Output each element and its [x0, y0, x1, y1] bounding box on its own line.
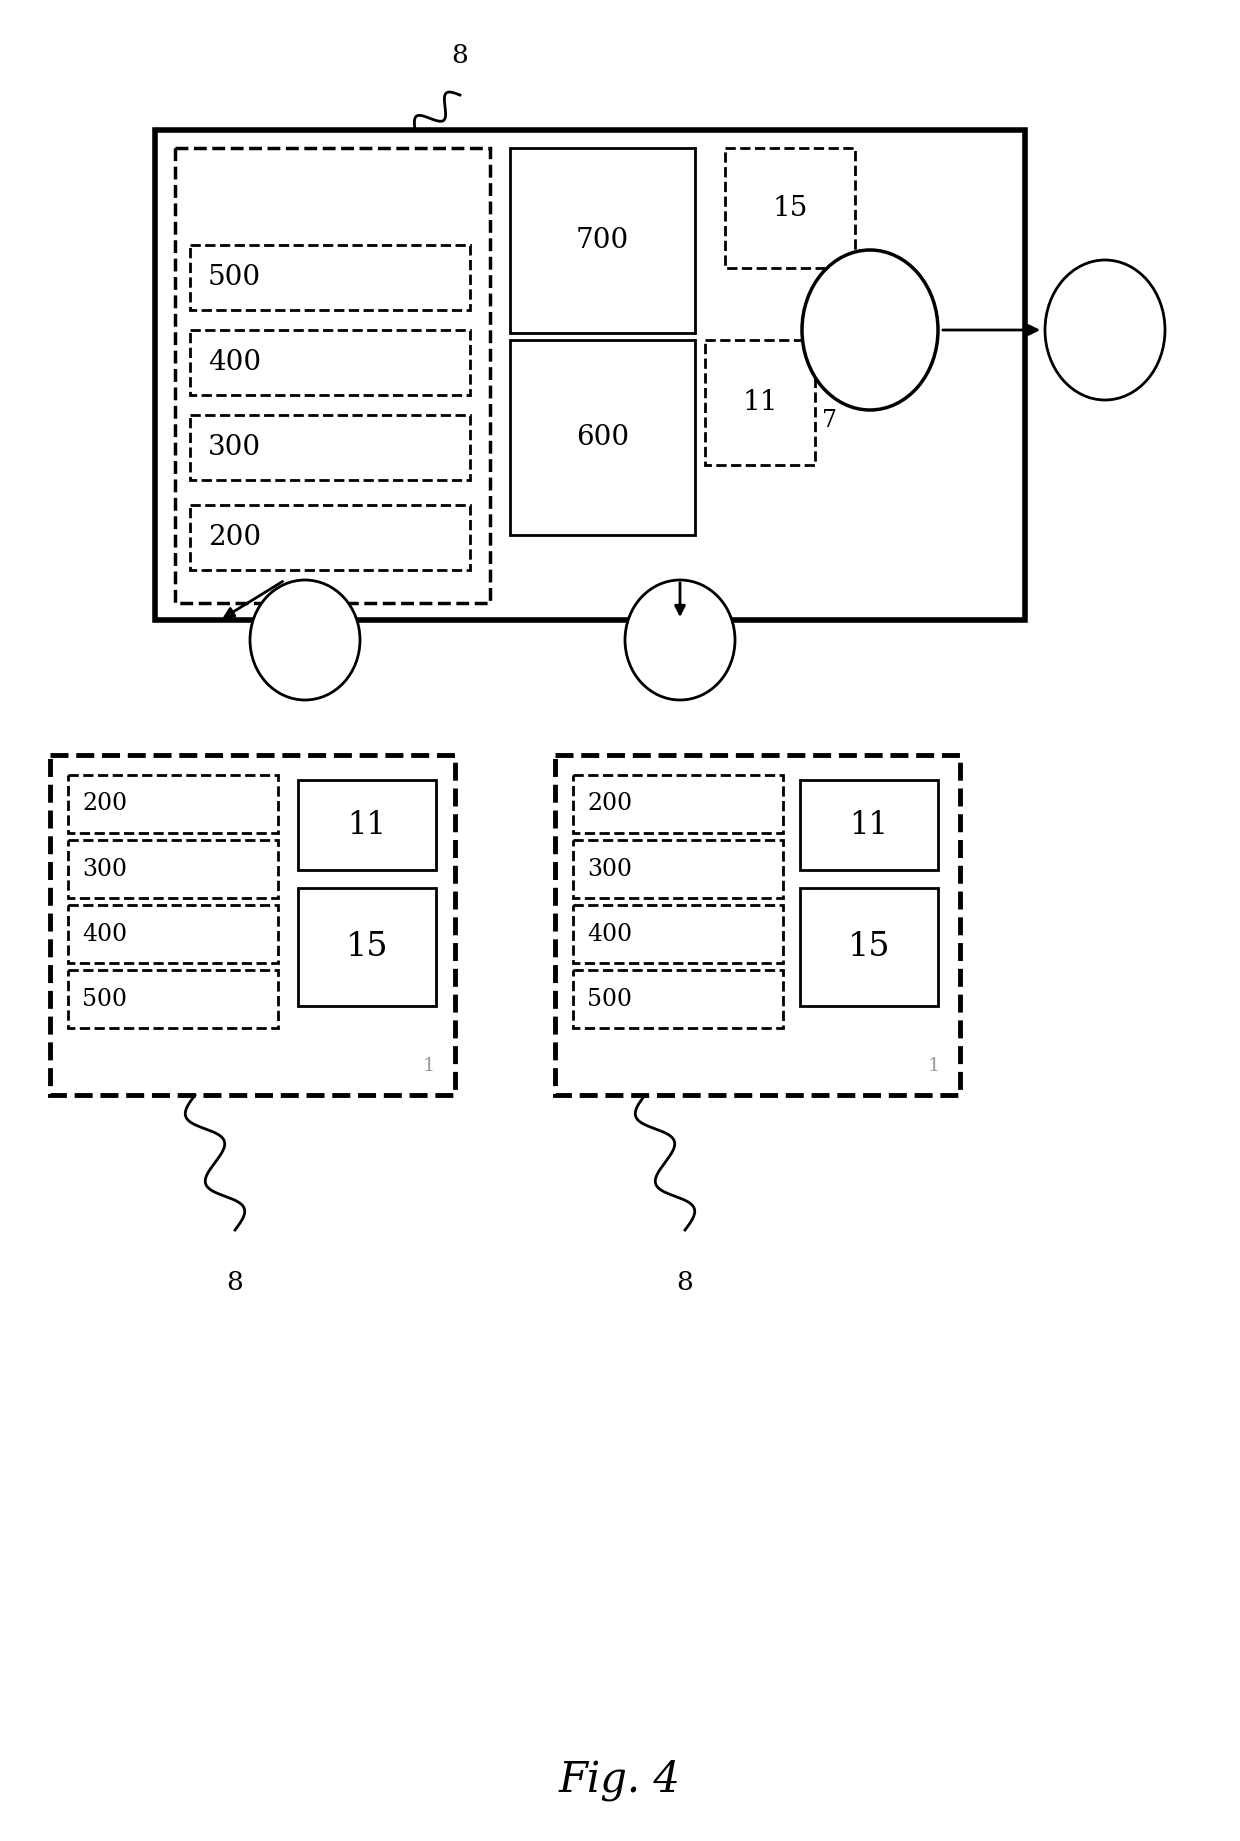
Text: 5: 5: [671, 624, 689, 655]
Text: 200: 200: [587, 792, 632, 816]
Text: 700: 700: [575, 226, 629, 254]
Polygon shape: [725, 147, 856, 269]
Polygon shape: [706, 341, 815, 466]
Text: 11: 11: [849, 810, 889, 841]
Text: 15: 15: [848, 932, 890, 963]
Text: 7: 7: [822, 409, 837, 431]
Text: 600: 600: [575, 423, 629, 451]
Text: 1: 1: [928, 1057, 940, 1075]
Text: 300: 300: [82, 858, 126, 880]
Polygon shape: [68, 839, 278, 898]
Polygon shape: [573, 906, 782, 963]
Polygon shape: [298, 887, 436, 1005]
Polygon shape: [573, 839, 782, 898]
Text: 5: 5: [861, 315, 879, 346]
Polygon shape: [68, 775, 278, 832]
Polygon shape: [573, 775, 782, 832]
Text: 400: 400: [208, 350, 262, 376]
Text: 15: 15: [346, 932, 388, 963]
Text: 400: 400: [82, 922, 128, 946]
Text: 11: 11: [743, 388, 777, 416]
Polygon shape: [510, 341, 694, 536]
Text: 500: 500: [82, 987, 126, 1011]
Polygon shape: [298, 781, 436, 871]
Polygon shape: [190, 414, 470, 481]
Text: 300: 300: [587, 858, 632, 880]
Text: 8: 8: [227, 1270, 243, 1294]
Ellipse shape: [625, 580, 735, 700]
Polygon shape: [175, 147, 490, 604]
Text: 8: 8: [451, 42, 469, 68]
Text: Fig. 4: Fig. 4: [559, 1758, 681, 1800]
Text: 200: 200: [208, 525, 262, 550]
Polygon shape: [556, 755, 960, 1095]
Text: 500: 500: [587, 987, 632, 1011]
Polygon shape: [800, 781, 937, 871]
Ellipse shape: [1045, 260, 1166, 399]
Ellipse shape: [802, 250, 937, 411]
Polygon shape: [50, 755, 455, 1095]
Text: 9: 9: [1095, 315, 1115, 346]
Polygon shape: [510, 147, 694, 333]
Text: 300: 300: [208, 434, 262, 460]
Polygon shape: [68, 970, 278, 1027]
Polygon shape: [190, 504, 470, 571]
Ellipse shape: [250, 580, 360, 700]
Polygon shape: [190, 245, 470, 309]
Text: 500: 500: [208, 263, 262, 291]
Text: 11: 11: [347, 810, 387, 841]
Text: 400: 400: [587, 922, 632, 946]
Polygon shape: [800, 887, 937, 1005]
Polygon shape: [68, 906, 278, 963]
Text: 1: 1: [423, 1057, 435, 1075]
Text: 5: 5: [295, 624, 315, 655]
Text: 200: 200: [82, 792, 128, 816]
Text: 8: 8: [677, 1270, 693, 1294]
Polygon shape: [190, 330, 470, 396]
Polygon shape: [155, 131, 1025, 620]
Polygon shape: [573, 970, 782, 1027]
Text: 15: 15: [773, 195, 807, 221]
